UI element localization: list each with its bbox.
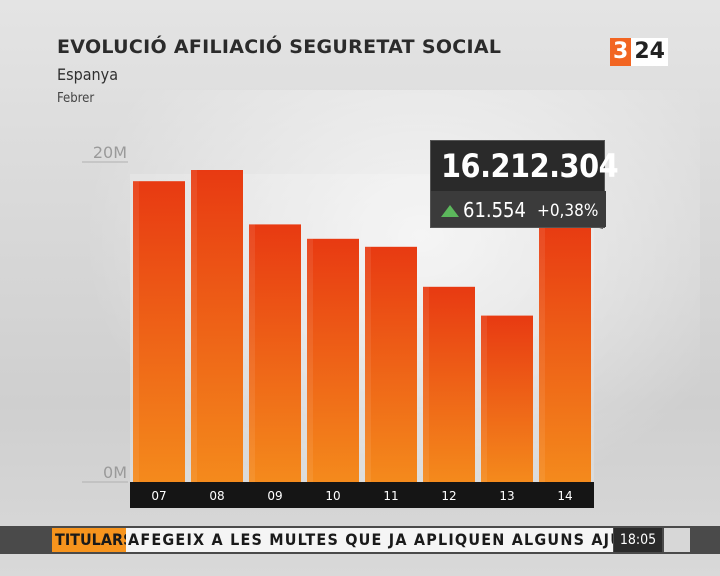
x-axis-strip: [130, 482, 594, 508]
trend-up-icon: [441, 205, 459, 217]
logo-part-b: 24: [631, 38, 668, 66]
bar-09: [249, 224, 301, 482]
chart-period: Febrer: [57, 91, 95, 106]
bar-08: [191, 170, 243, 482]
x-tick-label: 10: [325, 489, 340, 503]
chart-subtitle: Espanya: [57, 65, 119, 84]
bar-highlight: [249, 224, 255, 482]
chart-title: EVOLUCIÓ AFILIACIÓ SEGURETAT SOCIAL: [57, 36, 502, 58]
x-tick-label: 08: [209, 489, 224, 503]
callout-change-row: 61.554 +0,38%: [431, 191, 606, 227]
bar-highlight: [365, 246, 371, 482]
bar-13: [481, 315, 533, 482]
bar-highlight: [133, 181, 139, 482]
y-tick-label: 0M: [103, 463, 127, 482]
bar-highlight: [307, 238, 313, 482]
x-tick-label: 14: [557, 489, 572, 503]
x-tick-label: 12: [441, 489, 456, 503]
y-tick-label: 20M: [93, 143, 127, 162]
x-tick-label: 13: [499, 489, 514, 503]
news-ticker: TITULARS AFEGEIX A LES MULTES QUE JA APL…: [0, 526, 720, 554]
ticker-clock: 18:05: [614, 528, 662, 552]
ticker-label: TITULARS: [52, 528, 137, 552]
ticker-text: AFEGEIX A LES MULTES QUE JA APLIQUEN ALG…: [126, 528, 613, 552]
bar-11: [365, 246, 417, 482]
callout-percent: +0,38%: [537, 201, 599, 221]
value-callout: 16.212.304 61.554 +0,38%: [430, 140, 619, 228]
x-tick-label: 11: [383, 489, 398, 503]
bar-10: [307, 238, 359, 482]
bar-14: [539, 222, 591, 482]
bar-highlight: [423, 286, 429, 482]
bar-12: [423, 286, 475, 482]
callout-delta: 61.554: [463, 198, 526, 222]
ticker-end-block: [664, 528, 690, 552]
x-tick-label: 07: [151, 489, 166, 503]
bar-highlight: [539, 222, 545, 482]
callout-total: 16.212.304: [441, 147, 619, 185]
logo-part-a: 3: [610, 38, 632, 66]
bar-highlight: [481, 315, 487, 482]
channel-logo: 3 24: [610, 38, 668, 66]
bar-highlight: [191, 170, 197, 482]
x-tick-label: 09: [267, 489, 282, 503]
bar-07: [133, 181, 185, 482]
